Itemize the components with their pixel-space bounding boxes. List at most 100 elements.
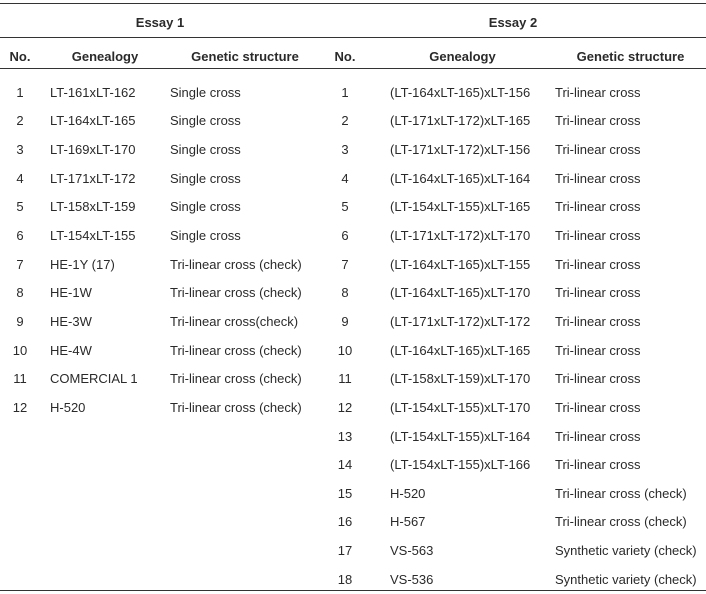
- genetic-structure-cell: [170, 479, 320, 508]
- row-number: 14: [337, 457, 353, 473]
- row-number: 2: [341, 113, 349, 129]
- genealogy-cell: LT-158xLT-159: [50, 199, 136, 215]
- genealogy-cell: VS-536: [390, 571, 434, 587]
- table-row: 7 HE-1Y (17) Tri-linear cross (check) 7 (LT-…: [0, 250, 706, 279]
- genetic-structure-cell: Tri-linear cross: [555, 285, 641, 301]
- genealogy-cell: HE-1Y (17): [50, 256, 115, 272]
- essay-header-rule: [0, 37, 706, 38]
- row-number: 11: [338, 371, 352, 387]
- genealogy-cell: [40, 565, 170, 594]
- row-number: [0, 565, 40, 594]
- table-row: 11 COMERCIAL 1 Tri-linear cross (check) 11 (…: [0, 364, 706, 393]
- row-number: [0, 450, 40, 479]
- row-number: [0, 479, 40, 508]
- table-row: 4 LT-171xLT-172 Single cross 4 (LT-164xLT-16…: [0, 164, 706, 193]
- table-row: 15 H-520 Tri-linear cross (check): [0, 479, 706, 508]
- genetic-structure-cell: Tri-linear cross(check): [170, 313, 299, 329]
- genealogy-cell: LT-154xLT-155: [50, 228, 136, 244]
- table-row: 2 LT-164xLT-165 Single cross 2 (LT-171xLT-17…: [0, 107, 706, 136]
- row-number: 17: [337, 543, 353, 559]
- genealogy-table: Essay 1 Essay 2 No. Genealogy Genetic st…: [0, 4, 706, 594]
- genetic-structure-cell: Tri-linear cross (check): [170, 256, 302, 272]
- genetic-structure-cell: Tri-linear cross: [555, 313, 641, 329]
- genealogy-cell: H-567: [390, 514, 426, 530]
- genetic-structure-cell: [170, 450, 320, 479]
- genetic-structure-cell: Tri-linear cross (check): [170, 371, 302, 387]
- genetic-structure-cell: Tri-linear cross (check): [170, 399, 302, 415]
- genetic-structure-cell: Tri-linear cross: [555, 399, 641, 415]
- table-row: 17 VS-563 Synthetic variety (check): [0, 536, 706, 565]
- table-row: 10 HE-4W Tri-linear cross (check) 10 (LT-164…: [0, 336, 706, 365]
- row-number: 16: [337, 514, 353, 530]
- table-row: 9 HE-3W Tri-linear cross(check) 9 (LT-171xLT…: [0, 307, 706, 336]
- row-number: 12: [337, 399, 353, 415]
- row-number: 4: [16, 170, 24, 186]
- genetic-structure-cell: Tri-linear cross: [555, 371, 641, 387]
- genetic-structure-cell: [170, 536, 320, 565]
- genetic-structure-cell: Single cross: [170, 84, 241, 100]
- genealogy-cell: HE-3W: [50, 313, 92, 329]
- genealogy-cell: (LT-171xLT-172)xLT-170: [390, 228, 531, 244]
- genetic-structure-cell: Tri-linear cross (check): [555, 485, 687, 501]
- genealogy-cell: VS-563: [390, 543, 434, 559]
- genealogy-cell: (LT-154xLT-155)xLT-164: [390, 428, 531, 444]
- table-row: 14 (LT-154xLT-155)xLT-166 Tri-linear cross: [0, 450, 706, 479]
- row-number: 15: [337, 485, 353, 501]
- row-number: 3: [341, 142, 349, 158]
- row-number: 9: [341, 313, 349, 329]
- genealogy-cell: (LT-158xLT-159)xLT-170: [390, 371, 531, 387]
- row-number: 7: [16, 256, 24, 272]
- genealogy-cell: LT-171xLT-172: [50, 170, 136, 186]
- genealogy-cell: (LT-164xLT-165)xLT-156: [390, 84, 531, 100]
- row-number: 8: [341, 285, 349, 301]
- column-header-rule: [0, 68, 706, 69]
- row-number: 8: [16, 285, 24, 301]
- col-header-no: No.: [334, 48, 356, 64]
- table-row: 5 LT-158xLT-159 Single cross 5 (LT-154xLT-15…: [0, 193, 706, 222]
- genetic-structure-cell: Tri-linear cross: [555, 170, 641, 186]
- row-number: 13: [337, 428, 353, 444]
- genealogy-cell: COMERCIAL 1: [50, 371, 138, 387]
- genealogy-cell: [40, 422, 170, 451]
- genealogy-cell: H-520: [50, 399, 86, 415]
- genetic-structure-cell: Tri-linear cross (check): [170, 342, 302, 358]
- genealogy-cell: HE-1W: [50, 285, 92, 301]
- row-number: 7: [341, 256, 349, 272]
- row-number: 6: [16, 228, 24, 244]
- genealogy-cell: LT-161xLT-162: [50, 84, 136, 100]
- row-number: 11: [13, 371, 27, 387]
- table-row: 13 (LT-154xLT-155)xLT-164 Tri-linear cross: [0, 422, 706, 451]
- row-number: 9: [16, 313, 24, 329]
- genealogy-cell: (LT-171xLT-172)xLT-156: [390, 142, 531, 158]
- top-rule: [0, 3, 706, 4]
- table-row: 6 LT-154xLT-155 Single cross 6 (LT-171xLT-17…: [0, 221, 706, 250]
- row-number: 1: [16, 84, 24, 100]
- genealogy-cell: (LT-171xLT-172)xLT-165: [390, 113, 531, 129]
- row-number: 10: [12, 342, 28, 358]
- essay-1-title: Essay 1: [135, 14, 185, 30]
- table-row: 1 LT-161xLT-162 Single cross 1 (LT-164xLT-16…: [0, 72, 706, 107]
- genetic-structure-cell: Synthetic variety (check): [555, 571, 697, 587]
- col-header-genetic-structure: Genetic structure: [191, 48, 299, 64]
- table-row: 8 HE-1W Tri-linear cross (check) 8 (LT-164xL…: [0, 278, 706, 307]
- table-row: 12 H-520 Tri-linear cross (check) 12 (LT-154…: [0, 393, 706, 422]
- genetic-structure-cell: Tri-linear cross: [555, 457, 641, 473]
- row-number: 2: [16, 113, 24, 129]
- genetic-structure-cell: Tri-linear cross (check): [170, 285, 302, 301]
- row-number: 3: [16, 142, 24, 158]
- row-number: 18: [337, 571, 353, 587]
- row-number: 10: [337, 342, 353, 358]
- genealogy-cell: (LT-164xLT-165)xLT-155: [390, 256, 531, 272]
- table-row: 16 H-567 Tri-linear cross (check): [0, 508, 706, 537]
- genealogy-cell: HE-4W: [50, 342, 92, 358]
- genetic-structure-cell: Synthetic variety (check): [555, 543, 697, 559]
- genealogy-cell: [40, 536, 170, 565]
- genetic-structure-cell: Tri-linear cross: [555, 142, 641, 158]
- genetic-structure-cell: Tri-linear cross: [555, 113, 641, 129]
- table-row: 18 VS-536 Synthetic variety (check): [0, 565, 706, 594]
- row-number: 4: [341, 170, 349, 186]
- row-number: [0, 508, 40, 537]
- genealogy-cell: (LT-154xLT-155)xLT-166: [390, 457, 531, 473]
- genetic-structure-cell: Tri-linear cross: [555, 228, 641, 244]
- table-row: 3 LT-169xLT-170 Single cross 3 (LT-171xLT-17…: [0, 135, 706, 164]
